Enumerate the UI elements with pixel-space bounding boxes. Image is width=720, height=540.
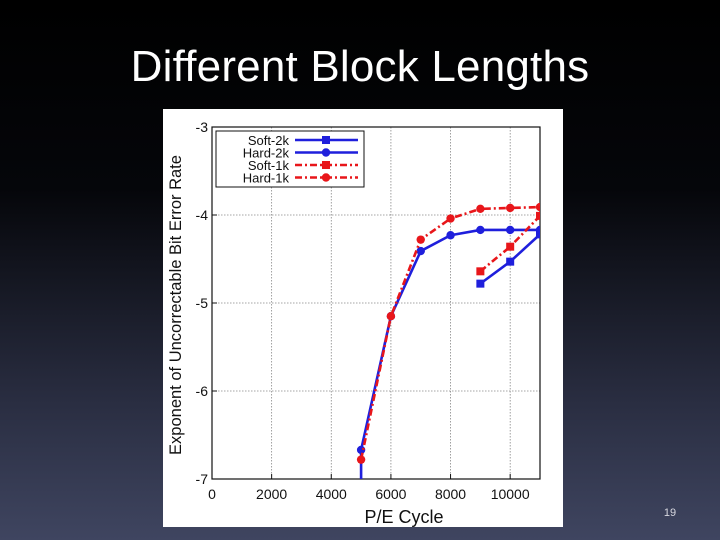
point-0-2 — [536, 230, 540, 239]
y-tick-label-4: -7 — [196, 471, 209, 487]
legend-label-3: Hard-1k — [243, 171, 290, 186]
y-tick-label-3: -6 — [196, 383, 209, 399]
legend-marker-0 — [322, 136, 330, 144]
point-0-1 — [506, 257, 515, 266]
point-1-4 — [446, 231, 455, 240]
legend-label-1: Hard-2k — [243, 146, 290, 161]
point-3-0 — [356, 455, 366, 464]
point-3-3 — [446, 214, 455, 223]
chart-panel: 0 2000 4000 6000 8000 10000 -3 -4 -5 -6 -7 Soft-2k… — [163, 109, 563, 527]
point-1-3 — [416, 246, 425, 256]
legend-marker-2 — [322, 161, 330, 169]
series-soft-1k — [476, 211, 540, 276]
page-number: 19 — [663, 507, 677, 519]
point-2-0 — [476, 267, 485, 276]
series-hard-1k — [356, 202, 540, 464]
y-tick-label-0: -3 — [196, 119, 209, 135]
legend-marker-3 — [321, 173, 331, 182]
point-2-2 — [536, 211, 540, 220]
x-tick-label-4: 8000 — [435, 486, 466, 502]
point-3-5 — [505, 203, 515, 213]
legend-label-2: Soft-1k — [248, 158, 290, 173]
x-tick-label-5: 10000 — [491, 486, 530, 502]
point-3-1 — [386, 312, 396, 321]
point-3-4 — [476, 204, 485, 214]
x-tick-label-1: 2000 — [256, 486, 287, 502]
y-axis-label: Exponent of Uncorrectable Bit Error Rate — [167, 155, 185, 455]
legend-marker-1 — [321, 148, 331, 157]
series-line-1 — [359, 228, 540, 479]
line-chart: 0 2000 4000 6000 8000 10000 -3 -4 -5 -6 -7 Soft-2k… — [167, 119, 541, 527]
axis-layer: 0 2000 4000 6000 8000 10000 -3 -4 -5 -6 -7 — [196, 119, 541, 502]
slide-title: Different Block Lengths — [130, 42, 590, 91]
x-tick-label-3: 6000 — [375, 486, 406, 502]
x-axis-label: P/E Cycle — [364, 507, 443, 527]
y-tick-label-1: -4 — [196, 207, 209, 223]
point-2-1 — [506, 242, 515, 251]
x-tick-label-2: 4000 — [316, 486, 347, 502]
point-3-6 — [535, 202, 540, 212]
point-3-2 — [416, 235, 425, 244]
point-0-0 — [476, 279, 485, 288]
point-1-7 — [535, 225, 540, 235]
point-1-5 — [476, 225, 485, 235]
series-soft-2k — [476, 230, 540, 288]
y-tick-label-2: -5 — [196, 295, 209, 311]
legend-label-0: Soft-2k — [248, 133, 290, 148]
series-layer — [356, 202, 540, 479]
point-1-6 — [505, 225, 515, 235]
x-tick-label-0: 0 — [208, 486, 216, 502]
